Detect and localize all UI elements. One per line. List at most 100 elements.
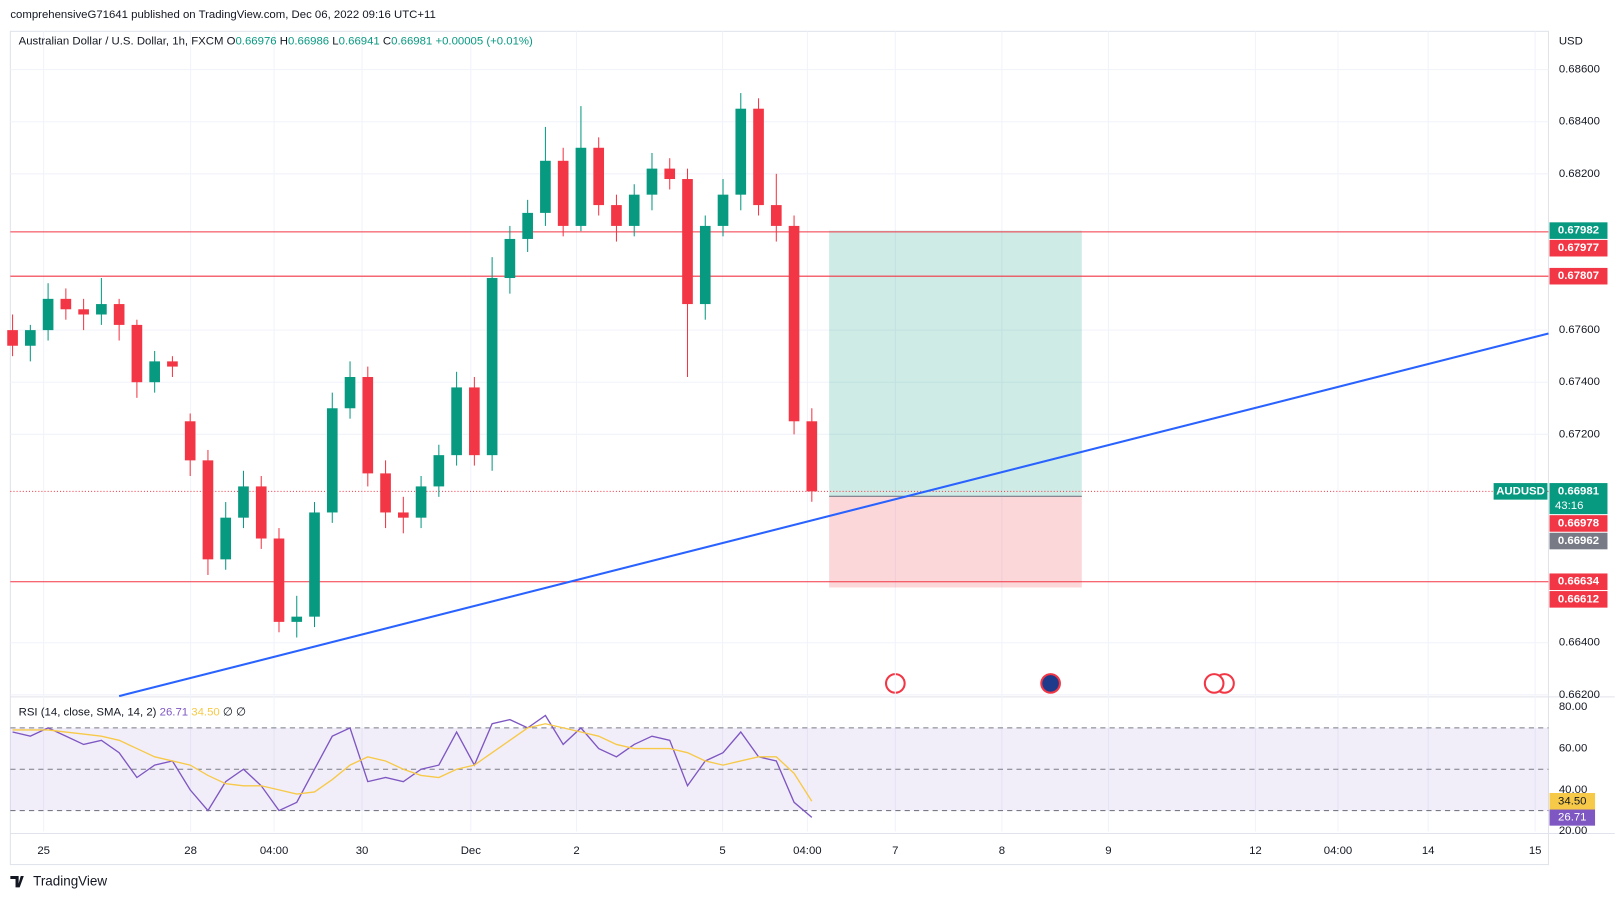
footer-brand: TradingView [33, 874, 107, 889]
price-label: 0.66981 [1558, 485, 1600, 497]
candle-body [78, 309, 89, 315]
x-tick-label: 28 [184, 845, 197, 857]
y-tick-label: 0.67400 [1559, 376, 1600, 388]
rsi-tick-label: 80.00 [1559, 701, 1587, 713]
candle-body [557, 160, 569, 226]
x-tick-label: 12 [1249, 845, 1262, 857]
y-tick-label: 0.68400 [1559, 116, 1600, 128]
candle-body [96, 304, 107, 315]
loss-zone [829, 496, 1082, 588]
candle-body [469, 387, 480, 456]
rsi-legend-item: ∅ ∅ [223, 706, 246, 718]
x-tick-label: 25 [37, 845, 50, 857]
candle-body [415, 486, 427, 518]
x-tick-label: 8 [999, 845, 1005, 857]
price-label: 0.67982 [1558, 225, 1599, 237]
candle-body [60, 298, 72, 310]
candle-body [486, 278, 498, 456]
candle-body [220, 517, 232, 560]
candle-body [753, 108, 764, 206]
y-tick-label: 0.68600 [1559, 64, 1600, 76]
candle-body [362, 377, 374, 474]
countdown: 43:16 [1555, 500, 1583, 512]
rsi-tick-label: 40.00 [1559, 784, 1587, 796]
candle-body [433, 455, 445, 487]
price-label: 0.67977 [1558, 242, 1599, 254]
price-label: 0.66978 [1558, 517, 1599, 529]
y-tick-label: 0.67600 [1559, 324, 1600, 336]
trendline [118, 332, 1549, 698]
x-tick-label: 04:00 [260, 845, 288, 857]
price-label-bg [1549, 222, 1608, 239]
price-label: 0.66634 [1558, 576, 1600, 588]
rsi-line [12, 723, 813, 802]
y-tick-label: 0.66400 [1559, 637, 1600, 649]
price-label: 0.66612 [1558, 593, 1599, 605]
legend-item: 0.66986 [288, 36, 329, 48]
candle-body [326, 408, 338, 513]
x-tick-label: 14 [1422, 845, 1435, 857]
price-label: 0.67807 [1558, 270, 1599, 282]
candle-body [397, 512, 409, 518]
rsi-line [12, 714, 813, 818]
candle-body [7, 330, 18, 346]
rsi-legend-item: 34.50 [191, 706, 219, 718]
symbol-label-bg [1493, 483, 1548, 500]
x-tick-label: 9 [1105, 845, 1111, 857]
candle-body [682, 179, 693, 305]
currency: USD [1559, 36, 1583, 48]
candle-body [149, 361, 160, 383]
candle-body [451, 387, 462, 456]
price-label-bg [1549, 483, 1608, 515]
candle-body [273, 538, 285, 622]
rsi-tick-label: 20.00 [1559, 825, 1587, 837]
candle-body [788, 225, 800, 422]
legend-item: L [332, 36, 338, 48]
candle-body [42, 298, 54, 331]
y-tick-label: 0.68200 [1559, 168, 1600, 180]
legend-item: +0.00005 (+0.01%) [435, 36, 533, 48]
candle-body [344, 377, 356, 409]
candle-body [380, 473, 391, 513]
candle-body [291, 616, 303, 622]
rsi-legend: RSI (14, close, SMA, 14, 2) 26.71 34.50 … [19, 706, 246, 718]
legend-item: 0.66941 [339, 36, 380, 48]
candle-body [664, 168, 676, 180]
candle-body [184, 421, 196, 461]
rsi-value-label: 26.71 [1558, 811, 1586, 823]
x-tick-label: 7 [892, 845, 898, 857]
price-label-bg [1549, 591, 1608, 608]
candle-body [611, 205, 622, 226]
y-tick-label: 0.67200 [1559, 428, 1600, 440]
legend: Australian Dollar / U.S. Dollar, 1h, FXC… [19, 36, 533, 48]
candle-body [131, 324, 143, 383]
rsi-value-label: 34.50 [1558, 795, 1586, 807]
legend-item: 0.66981 [391, 36, 432, 48]
candle-body [699, 225, 711, 305]
candle-body [575, 147, 587, 226]
event-icons [884, 673, 1235, 694]
candle-body [167, 361, 178, 367]
legend-item: C [383, 36, 391, 48]
candle-body [646, 168, 658, 195]
rsi-legend-item: RSI (14, close, SMA, 14, 2) [19, 706, 157, 718]
frame [9, 30, 1549, 866]
publish-info: comprehensiveG71641 published on Trading… [10, 9, 435, 21]
x-tick-label: 30 [356, 845, 369, 857]
legend-item: O [227, 36, 236, 48]
rsi-value-bg [1549, 809, 1596, 826]
symbol-label: AUDUSD [1496, 485, 1545, 497]
profit-zone [829, 230, 1082, 497]
candle-body [593, 147, 605, 206]
logo [10, 875, 24, 888]
legend-item: Australian Dollar / U.S. Dollar, 1h, FXC… [19, 36, 224, 48]
candle-body [628, 194, 640, 226]
x-tick-label: Dec [461, 845, 482, 857]
candle-body [522, 212, 533, 239]
legend-item: H [280, 36, 288, 48]
price-label-bg [1549, 239, 1608, 257]
legend-item: 0.66976 [235, 36, 276, 48]
x-tick-label: 04:00 [793, 845, 821, 857]
x-tick-label: 2 [573, 845, 579, 857]
